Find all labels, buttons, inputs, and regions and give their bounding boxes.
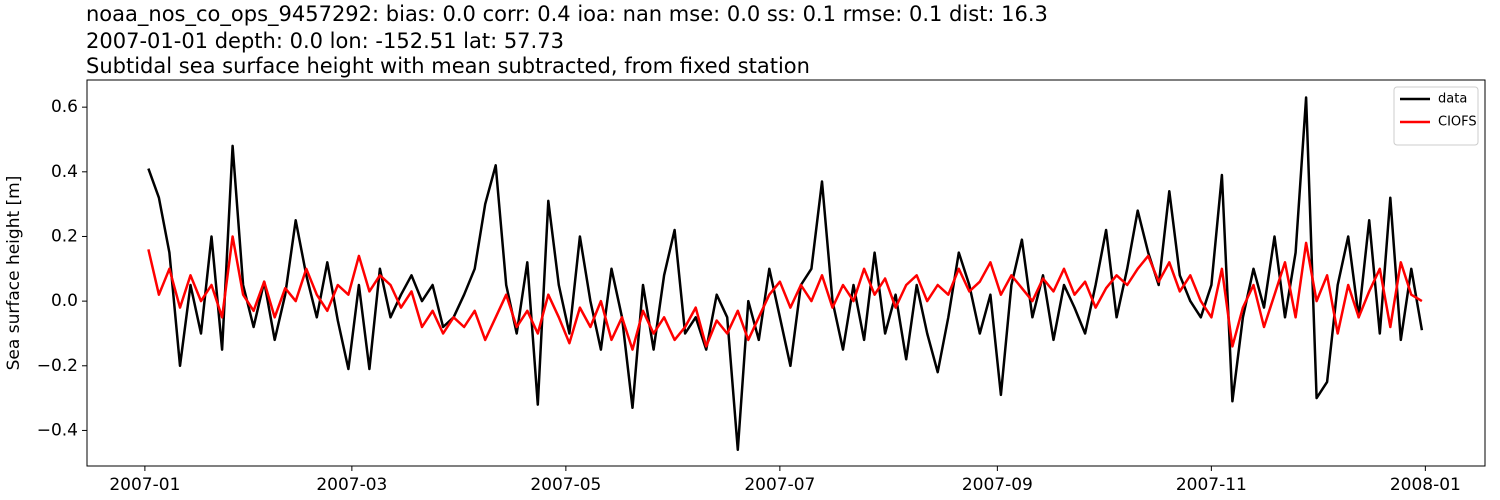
legend-label: CIOFS [1438,115,1477,130]
y-tick-label: 0.0 [51,291,78,311]
y-tick-label: 0.4 [51,162,78,182]
y-tick-label: 0.6 [51,97,78,117]
x-tick-label: 2007-01 [109,475,180,495]
chart-description: Subtidal sea surface height with mean su… [86,54,810,78]
x-tick-label: 2007-11 [1176,475,1247,495]
plot-frame [86,79,1486,467]
legend-label: data [1438,92,1467,107]
chart-subtitle: 2007-01-01 depth: 0.0 lon: -152.51 lat: … [86,29,564,53]
legend-box [1393,86,1479,146]
y-tick-label: 0.2 [51,226,78,246]
y-axis-label: Sea surface height [m] [4,176,24,371]
x-tick-label: 2007-03 [316,475,387,495]
series-line [147,235,1423,351]
x-tick-label: 2007-05 [530,475,601,495]
x-tick-label: 2007-07 [744,475,815,495]
series-line [147,96,1424,452]
x-tick-label: 2008-01 [1390,475,1461,495]
x-tick-label: 2007-09 [962,475,1033,495]
y-tick-label: −0.2 [37,356,78,376]
chart-title: noaa_nos_co_ops_9457292: bias: 0.0 corr:… [86,2,1048,27]
y-tick-label: −0.4 [37,420,78,440]
